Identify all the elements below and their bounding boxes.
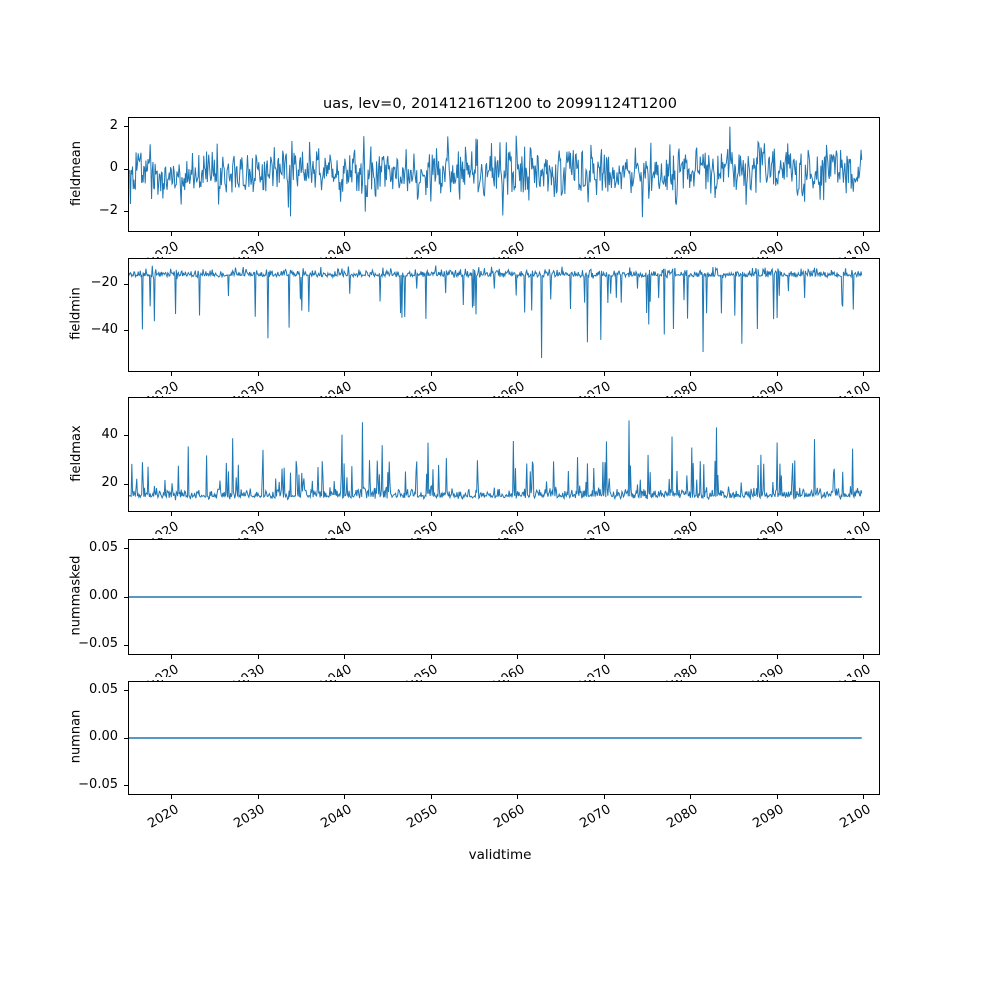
x-tick-mark [517,232,519,236]
x-tick-mark [257,655,259,659]
y-tick-label: −0.05 [78,636,118,652]
y-tick-mark [124,737,128,739]
x-tick-mark [863,512,865,516]
x-tick-mark [344,512,346,516]
x-tick-mark [776,372,778,376]
y-axis-label-fieldmax: fieldmax [68,424,84,482]
x-tick-mark [257,795,259,799]
x-tick-mark [517,512,519,516]
x-tick-mark [603,372,605,376]
y-tick-mark [124,283,128,286]
subplot-fieldmax [128,397,880,512]
x-tick-mark [430,232,432,236]
x-tick-mark [517,795,519,799]
subplot-numnan [128,681,880,795]
y-tick-label: 2 [109,117,118,133]
x-tick-mark [430,655,432,659]
x-tick-mark [690,655,692,659]
x-tick-mark [603,512,605,516]
x-tick-mark [257,512,259,516]
x-tick-mark [430,795,432,799]
y-tick-label: 40 [101,426,118,442]
y-tick-label: −0.05 [78,776,118,792]
figure-title: uas, lev=0, 20141216T1200 to 20991124T12… [322,96,678,112]
plot-canvas-nummasked [129,540,879,654]
x-tick-mark [517,655,519,659]
plot-canvas-fieldmin [129,259,879,371]
y-tick-label: 20 [101,475,118,491]
y-tick-label: 0 [109,160,118,176]
x-tick-mark [171,795,173,799]
x-tick-mark [690,795,692,799]
plot-canvas-numnan [129,682,879,794]
x-tick-mark [690,372,692,376]
x-tick-mark [344,372,346,376]
y-tick-mark [124,690,128,692]
data-line-fieldmin [129,266,862,358]
plot-canvas-fieldmax [129,398,879,511]
x-tick-mark [863,795,865,799]
y-tick-mark [124,548,128,550]
x-tick-mark [776,232,778,236]
x-tick-mark [171,372,173,376]
x-tick-mark [344,655,346,659]
x-tick-mark [257,232,259,236]
x-tick-mark [171,232,173,236]
subplot-nummasked [128,539,880,655]
x-tick-mark [171,512,173,516]
subplot-fieldmean [128,117,880,232]
y-tick-label: 0.00 [89,588,118,603]
x-tick-mark [171,655,173,659]
x-tick-mark [690,512,692,516]
x-tick-mark [517,372,519,376]
x-tick-mark [603,795,605,799]
axes-overlap-mask [0,677,1000,680]
data-line-fieldmean [129,127,862,218]
y-tick-mark [124,596,128,598]
y-tick-mark [124,644,128,646]
y-axis-label-nummasked: nummasked [68,555,84,636]
y-tick-mark [124,126,128,128]
x-tick-mark [344,795,346,799]
x-tick-mark [863,655,865,659]
x-tick-mark [863,232,865,236]
y-tick-mark [124,785,128,787]
y-tick-mark [124,168,128,170]
x-tick-mark [776,795,778,799]
x-axis-label: validtime [468,847,532,863]
x-tick-mark [863,372,865,376]
x-tick-mark [257,372,259,376]
y-tick-label: −40 [90,321,118,337]
y-tick-label: 0.00 [89,729,118,744]
data-line-fieldmax [129,420,862,500]
y-tick-label: −2 [98,202,118,218]
y-tick-label: 0.05 [89,539,118,555]
axes-overlap-mask [0,534,1000,538]
x-tick-mark [603,655,605,659]
x-tick-mark [776,655,778,659]
x-tick-mark [690,232,692,236]
y-tick-mark [124,330,128,332]
x-tick-mark [430,372,432,376]
x-tick-mark [776,512,778,516]
y-axis-label-fieldmean: fieldmean [68,140,84,206]
axes-overlap-mask [0,254,1000,257]
y-tick-label: 0.05 [89,681,118,697]
y-tick-label: −20 [90,275,118,291]
x-tick-mark [344,232,346,236]
x-tick-mark [603,232,605,236]
plot-canvas-fieldmean [129,118,879,231]
y-axis-label-numnan: numnan [68,709,84,764]
subplot-fieldmin [128,258,880,372]
axes-overlap-mask [0,394,1000,396]
x-tick-mark [430,512,432,516]
y-tick-mark [124,211,128,213]
y-tick-mark [124,483,128,485]
y-axis-label-fieldmin: fieldmin [68,287,84,340]
y-tick-mark [124,435,128,437]
